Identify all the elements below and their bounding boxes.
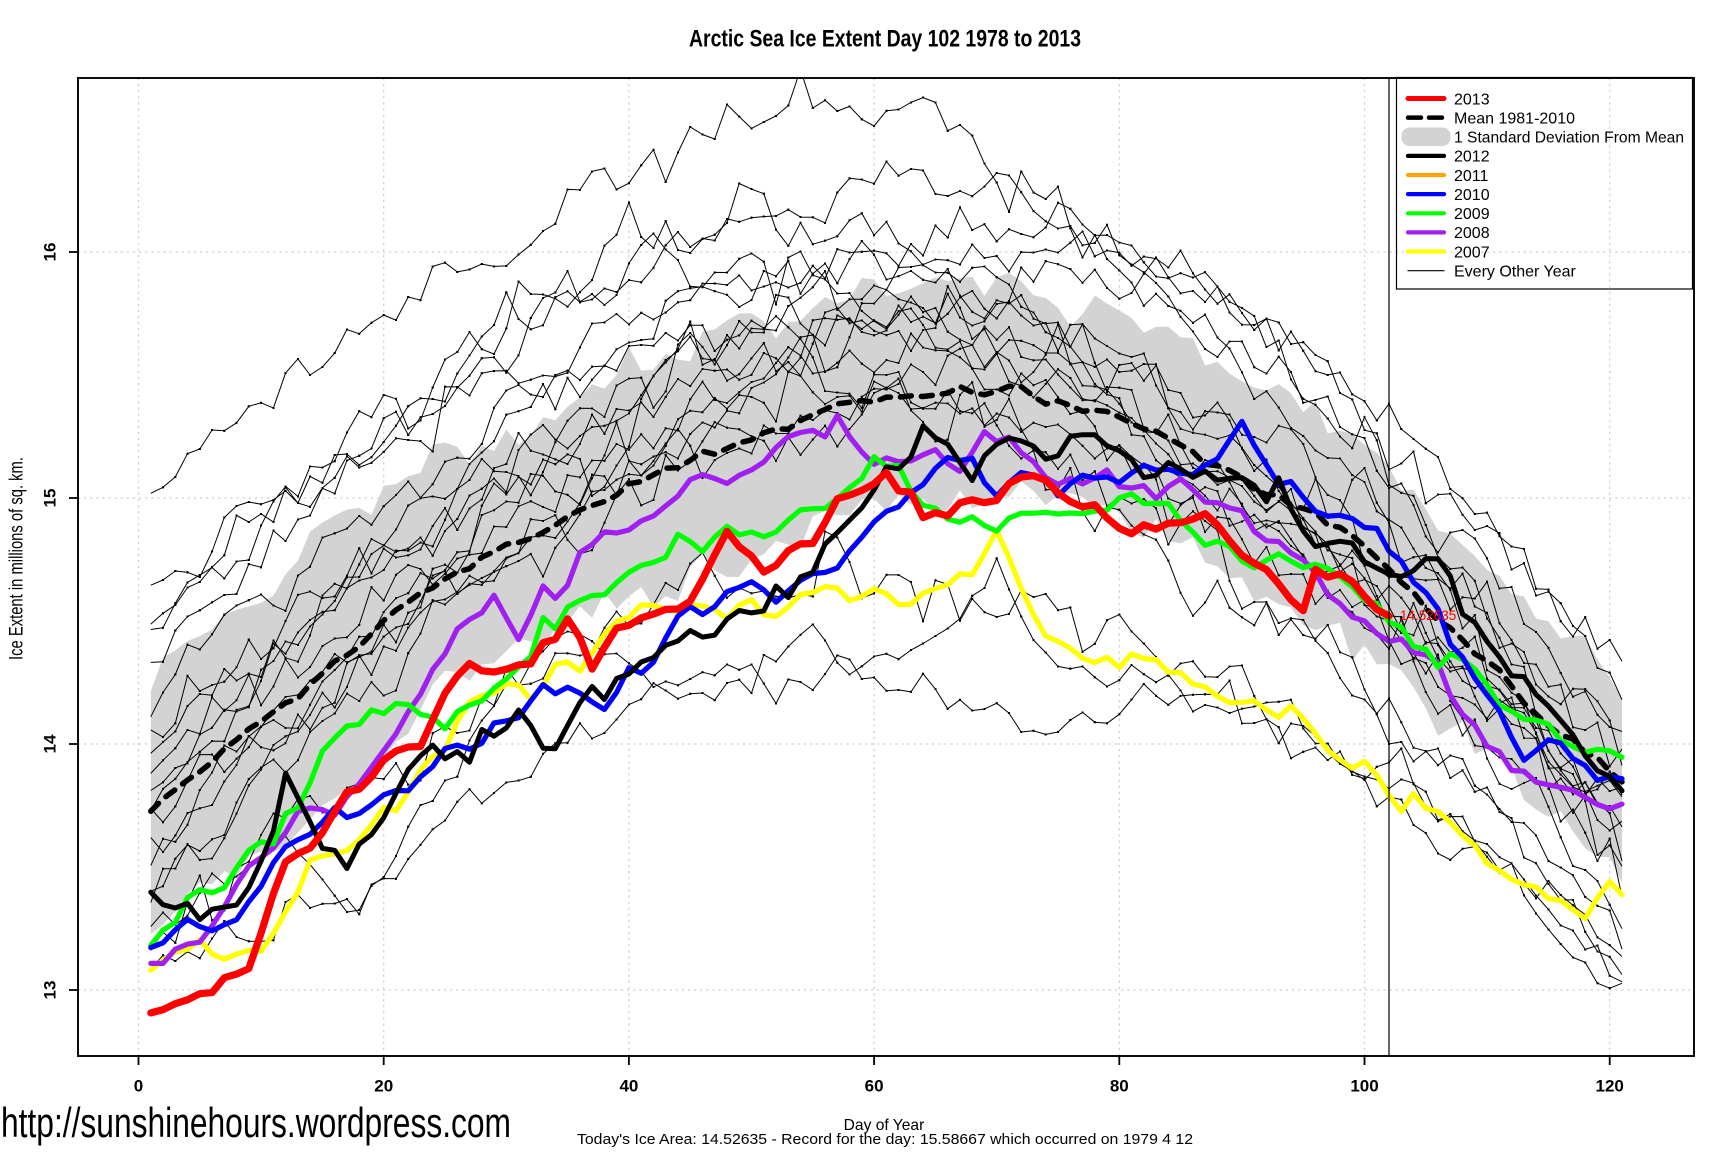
svg-text:40: 40 [619, 1077, 638, 1096]
svg-text:2012: 2012 [1454, 149, 1490, 166]
svg-text:2010: 2010 [1454, 187, 1490, 204]
svg-text:Arctic Sea Ice Extent Day 102: Arctic Sea Ice Extent Day 102 1978 to 20… [689, 26, 1081, 53]
svg-text:80: 80 [1110, 1077, 1129, 1096]
svg-text:100: 100 [1350, 1077, 1378, 1096]
svg-text:16: 16 [41, 243, 60, 262]
svg-text:Day of Year: Day of Year [844, 1117, 925, 1134]
svg-text:2007: 2007 [1454, 244, 1490, 261]
svg-text:0: 0 [134, 1077, 143, 1096]
svg-text:13: 13 [41, 981, 60, 1000]
svg-text:Mean 1981-2010: Mean 1981-2010 [1454, 110, 1575, 127]
svg-text:Today's Ice Area: 14.52635 -: Today's Ice Area: 14.52635 - Record for … [577, 1131, 1193, 1148]
svg-text:Every Other Year: Every Other Year [1454, 264, 1577, 281]
svg-text:14.52635: 14.52635 [1400, 608, 1456, 623]
svg-text:1 Standard Deviation From Mean: 1 Standard Deviation From Mean [1454, 130, 1684, 147]
svg-text:http://sunshinehours.wordpress: http://sunshinehours.wordpress.com [1, 1099, 511, 1146]
svg-text:20: 20 [374, 1077, 393, 1096]
svg-text:2008: 2008 [1454, 225, 1490, 242]
svg-text:2013: 2013 [1454, 91, 1490, 108]
svg-text:Ice Extent in millions of sq.: Ice Extent in millions of sq. km. [7, 457, 28, 660]
svg-text:120: 120 [1596, 1077, 1624, 1096]
svg-text:2011: 2011 [1454, 168, 1489, 185]
svg-text:14: 14 [41, 734, 60, 753]
svg-text:60: 60 [865, 1077, 884, 1096]
svg-text:2009: 2009 [1454, 206, 1490, 223]
svg-text:15: 15 [41, 489, 60, 508]
